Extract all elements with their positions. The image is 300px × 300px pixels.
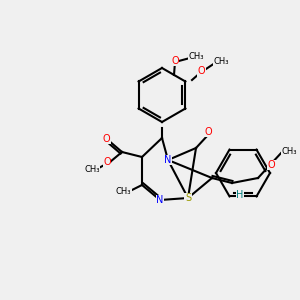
Text: H: H — [236, 190, 244, 200]
Text: O: O — [103, 134, 110, 143]
Text: CH₃: CH₃ — [116, 188, 131, 196]
Text: O: O — [204, 127, 212, 137]
Text: N: N — [164, 155, 172, 165]
Text: O: O — [171, 56, 179, 65]
Text: N: N — [156, 195, 164, 205]
Text: CH₃: CH₃ — [213, 57, 229, 66]
Text: S: S — [185, 193, 191, 203]
Text: CH₃: CH₃ — [188, 52, 204, 61]
Text: O: O — [198, 67, 205, 76]
Text: O: O — [103, 157, 111, 167]
Text: CH₃: CH₃ — [84, 166, 100, 175]
Text: CH₃: CH₃ — [282, 148, 297, 157]
Text: O: O — [268, 160, 275, 170]
